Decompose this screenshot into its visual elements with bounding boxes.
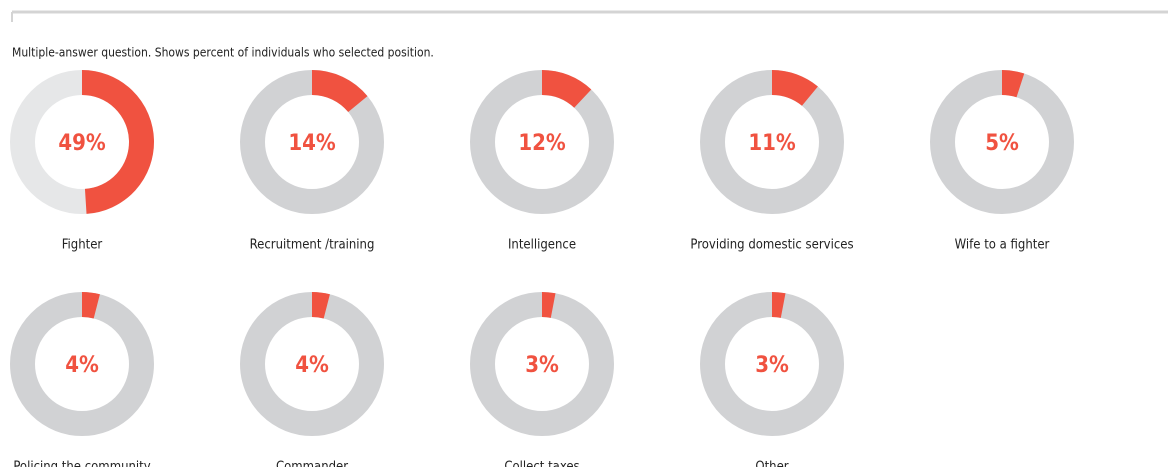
- donut-label: Collect taxes: [504, 460, 579, 467]
- subtitle: Multiple-answer question. Shows percent …: [12, 46, 434, 60]
- value-label: 49%: [58, 131, 106, 156]
- donut-label: Wife to a fighter: [955, 238, 1050, 253]
- donut-segment: [1001, 70, 1025, 98]
- value-label: 14%: [288, 131, 336, 156]
- value-label: 12%: [518, 131, 566, 156]
- donut-segment: [771, 292, 786, 318]
- donut-segment: [311, 292, 330, 319]
- donut-segment: [541, 292, 556, 318]
- donut-segment: [81, 70, 154, 214]
- value-label: 4%: [65, 353, 99, 378]
- donut-label: Recruitment /training: [250, 238, 375, 253]
- donut-segment: [541, 70, 592, 109]
- donut-label: Commander: [276, 460, 348, 467]
- value-label: 4%: [295, 353, 329, 378]
- donut-label: Fighter: [62, 238, 103, 253]
- donut-label: Other: [755, 460, 788, 467]
- donut-segment: [81, 292, 100, 319]
- donut-label: Providing domestic services: [690, 238, 853, 253]
- donut-label: Intelligence: [508, 238, 576, 253]
- value-label: 3%: [525, 353, 559, 378]
- value-label: 5%: [985, 131, 1019, 156]
- donut-segment: [311, 70, 368, 113]
- value-label: 11%: [748, 131, 796, 156]
- donut-segment: [771, 70, 818, 107]
- donut-label: Policing the community: [13, 460, 150, 467]
- value-label: 3%: [755, 353, 789, 378]
